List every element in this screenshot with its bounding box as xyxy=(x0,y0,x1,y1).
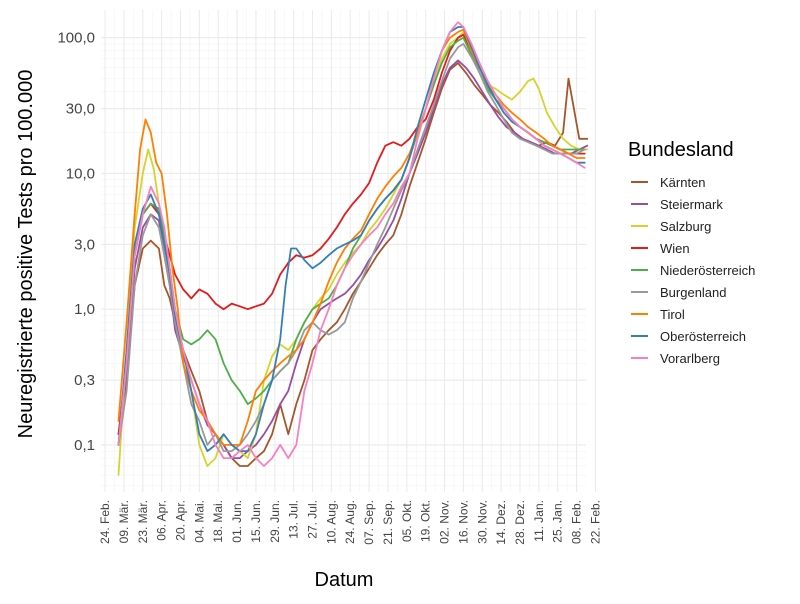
x-tick-label: 30. Nov. xyxy=(475,500,489,544)
x-tick-label: 18. Mai. xyxy=(211,500,225,543)
legend-label-2: Salzburg xyxy=(660,219,711,234)
series-line-2 xyxy=(117,31,589,476)
x-tick-label: 05. Okt. xyxy=(400,500,414,542)
legend-label-4: Niederösterreich xyxy=(660,263,755,278)
series-line-1 xyxy=(117,59,589,459)
series-line-8 xyxy=(117,21,586,467)
x-tick-label: 08. Feb. xyxy=(570,500,584,544)
x-tick-label: 16. Nov. xyxy=(456,500,470,544)
x-tick-label: 06. Apr. xyxy=(155,500,169,541)
legend-label-3: Wien xyxy=(660,241,690,256)
legend-items: Kärnten Steiermark Salzburg Wien Niederöster… xyxy=(631,175,755,366)
x-tick-label: 29. Jun. xyxy=(268,500,282,543)
x-tick-label: 04. Mai. xyxy=(192,500,206,543)
x-tick-label: 01. Jun. xyxy=(230,500,244,543)
y-tick-label: 30,0 xyxy=(66,101,95,118)
x-axis-title: Datum xyxy=(315,569,374,591)
x-tick-label: 24. Feb. xyxy=(98,500,112,544)
x-tick-label: 23. Mär. xyxy=(136,500,150,543)
series-lines xyxy=(117,21,589,476)
x-tick-label: 28. Dez. xyxy=(513,500,527,545)
y-tick-label: 0,3 xyxy=(74,372,95,389)
legend: Bundesland Kärnten Steiermark Salzburg Wien… xyxy=(628,139,755,366)
y-tick-label: 0,1 xyxy=(74,437,95,454)
legend-label-0: Kärnten xyxy=(660,175,706,190)
x-tick-label: 22. Feb. xyxy=(588,500,602,544)
x-axis-ticks: 24. Feb. 09. Mär. 23. Mär. 06. Apr. 20. Apr.… xyxy=(98,500,602,545)
legend-label-5: Burgenland xyxy=(660,285,727,300)
x-tick-label: 09. Mär. xyxy=(117,500,131,543)
legend-label-1: Steiermark xyxy=(660,197,723,212)
x-tick-label: 19. Okt. xyxy=(419,500,433,542)
x-tick-label: 10. Aug. xyxy=(324,500,338,544)
series-line-5 xyxy=(117,43,586,452)
grid xyxy=(101,10,596,492)
y-tick-label: 1,0 xyxy=(74,301,95,318)
y-tick-label: 10,0 xyxy=(66,165,95,182)
y-axis-title: Neuregistrierte positive Tests pro 100.0… xyxy=(15,70,37,439)
y-tick-label: 3,0 xyxy=(74,236,95,253)
x-tick-label: 24. Aug. xyxy=(343,500,357,544)
x-tick-label: 02. Nov. xyxy=(438,500,452,544)
series-line-7 xyxy=(117,26,586,452)
x-tick-label: 21. Sep. xyxy=(381,500,395,545)
legend-title: Bundesland xyxy=(628,139,734,161)
legend-label-6: Tirol xyxy=(660,307,685,322)
series-line-6 xyxy=(117,28,586,446)
x-tick-label: 14. Dez. xyxy=(494,500,508,545)
x-tick-label: 27. Jul. xyxy=(306,500,320,539)
x-tick-label: 25. Jan. xyxy=(551,500,565,543)
x-tick-label: 13. Jul. xyxy=(287,500,301,539)
legend-label-8: Vorarlberg xyxy=(660,351,720,366)
y-tick-label: 100,0 xyxy=(57,30,95,47)
y-axis-ticks: 0,1 0,3 1,0 3,0 10,0 30,0 100,0 xyxy=(57,30,95,454)
x-tick-label: 07. Sep. xyxy=(362,500,376,545)
x-tick-label: 11. Jan. xyxy=(532,500,546,542)
legend-label-7: Oberösterreich xyxy=(660,329,746,344)
x-tick-label: 20. Apr. xyxy=(173,500,187,541)
x-tick-label: 15. Jun. xyxy=(249,500,263,543)
